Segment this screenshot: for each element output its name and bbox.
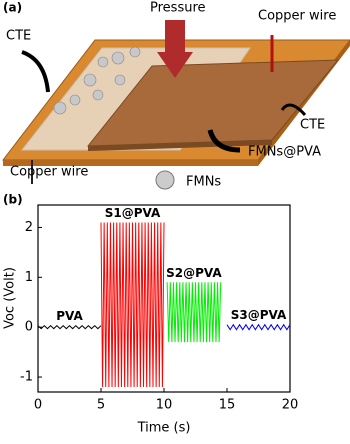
y-tick-label: 0 bbox=[25, 320, 33, 335]
nanoparticles bbox=[53, 46, 220, 136]
cte-arrow-right bbox=[280, 103, 307, 117]
pressure-arrow bbox=[157, 20, 193, 78]
fmns-arrow bbox=[207, 129, 241, 153]
panel-label: (b) bbox=[3, 193, 23, 207]
label: FMNs@PVA bbox=[248, 145, 321, 160]
label: FMNs bbox=[186, 175, 221, 190]
schematic: (a) Pressure Copper wire CTE CTE Copper … bbox=[1, 1, 350, 190]
series-line bbox=[166, 282, 222, 343]
top-edge bbox=[88, 140, 272, 151]
label: Pressure bbox=[150, 1, 206, 16]
series-label: S1@PVA bbox=[105, 206, 161, 220]
x-tick-label: 10 bbox=[156, 398, 173, 413]
label: CTE bbox=[6, 29, 31, 44]
series-label: S2@PVA bbox=[166, 266, 222, 280]
x-tick-label: 15 bbox=[219, 398, 236, 413]
y-tick-label: -1 bbox=[20, 370, 33, 385]
chart: (b) Time (s) Voc (Volt) 0 5 10 15 20-1012PVA… bbox=[3, 193, 299, 436]
x-tick-label: 20 bbox=[282, 398, 299, 413]
cte-arrow bbox=[21, 50, 50, 93]
x-tick-label: 0 bbox=[34, 398, 42, 413]
x-axis-label: Time (s) bbox=[137, 421, 191, 436]
bottom-edge bbox=[3, 160, 258, 166]
series-label: PVA bbox=[56, 309, 83, 323]
series-line bbox=[226, 323, 291, 331]
series-label: S3@PVA bbox=[231, 308, 287, 322]
label: Copper wire bbox=[10, 165, 88, 180]
series-line bbox=[100, 222, 165, 388]
y-axis-label: Voc (Volt) bbox=[3, 267, 18, 329]
label: CTE bbox=[300, 118, 325, 133]
series-line bbox=[37, 324, 102, 330]
y-tick-label: 1 bbox=[25, 270, 33, 285]
x-tick-label: 5 bbox=[97, 398, 105, 413]
label: Copper wire bbox=[258, 9, 336, 24]
y-tick-label: 2 bbox=[25, 220, 33, 235]
panel-label: (a) bbox=[3, 1, 22, 15]
fmns-icon bbox=[155, 170, 175, 190]
